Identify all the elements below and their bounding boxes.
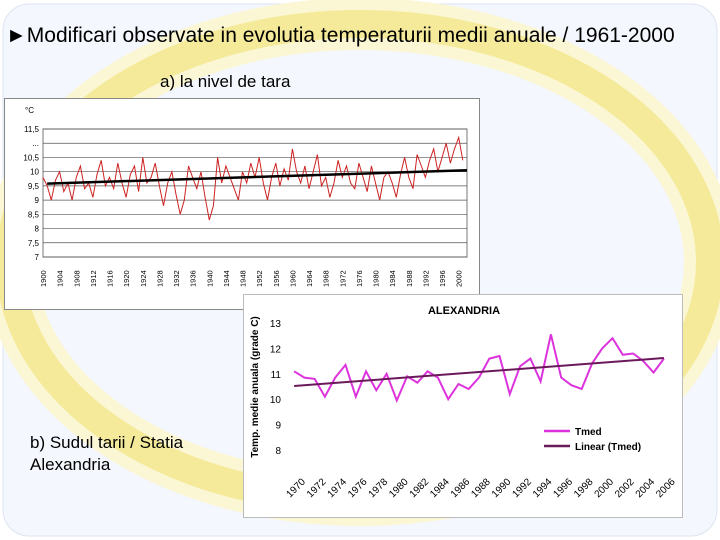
- y-tick-label: 8: [35, 225, 40, 234]
- x-tick-label: 1970: [284, 476, 308, 500]
- x-tick-label: 1932: [172, 270, 181, 287]
- national-temperature-chart: °C 11,5... 10,5 10 9,5 9 8,5 8 7,5 7 1900 1904 1908 1…: [4, 98, 480, 310]
- y-axis-label: Temp. medie anuala (grade C): [250, 316, 261, 458]
- y-axis-unit-label: °C: [25, 106, 34, 115]
- x-tick-label: 1944: [222, 270, 231, 287]
- x-tick-label: 2004: [634, 476, 658, 500]
- x-tick-label: 1998: [572, 476, 596, 500]
- series-line-tmed: [293, 334, 665, 404]
- y-tick-label: 8: [275, 446, 281, 457]
- y-tick-label: 10: [30, 168, 39, 177]
- y-tick-label: 12: [270, 344, 282, 355]
- x-tick-label: 1948: [239, 270, 248, 287]
- series-line-trend: [47, 168, 468, 185]
- chart-title: ALEXANDRIA: [428, 305, 500, 317]
- x-tick-label: 1992: [510, 476, 534, 500]
- x-tick-label: 1904: [56, 270, 65, 287]
- x-tick-label: 1994: [531, 476, 555, 500]
- x-tick-label: 2000: [455, 270, 464, 287]
- x-tick-label: 1952: [255, 270, 264, 287]
- x-tick-label: 1908: [72, 270, 81, 287]
- x-tick-label: 1956: [272, 270, 281, 287]
- x-tick-label: 1964: [305, 270, 314, 287]
- x-tick-label: 1996: [438, 270, 447, 287]
- subtitle-national-level: a) la nivel de tara: [160, 72, 291, 91]
- subtitle-south-line2: Alexandria: [30, 455, 111, 474]
- x-tick-label: 1984: [388, 270, 397, 287]
- x-tick-label: 1924: [139, 270, 148, 287]
- x-tick-label: 2002: [613, 476, 637, 500]
- y-tick-label: 11,5: [24, 125, 40, 134]
- x-tick-label: 1986: [449, 476, 473, 500]
- alexandria-temperature-chart: ALEXANDRIA 13 12 11 10 9 8 Temp. medie anuala (…: [243, 294, 683, 518]
- x-tick-label: 1912: [89, 270, 98, 287]
- x-tick-label: 1992: [421, 270, 430, 287]
- slide-title: ►Modificari observate in evolutia temper…: [6, 24, 675, 47]
- x-tick-label: 1972: [338, 270, 347, 287]
- y-tick-label: 8,5: [28, 210, 40, 219]
- y-tick-label: 7,5: [28, 239, 40, 248]
- alexandria-temperature-chart-svg: ALEXANDRIA 13 12 11 10 9 8 Temp. medie anuala (…: [250, 305, 678, 500]
- y-tick-label: 10: [270, 395, 282, 406]
- x-tick-label: 1980: [372, 270, 381, 287]
- x-tick-label: 1976: [346, 476, 370, 500]
- x-tick-label: 1976: [355, 270, 364, 287]
- legend-label-tmed: Tmed: [575, 427, 602, 438]
- subtitle-south-line1: b) Sudul tarii / Statia: [30, 433, 184, 452]
- y-tick-label: 7: [35, 253, 40, 262]
- legend-label-linear: Linear (Tmed): [575, 442, 641, 453]
- x-tick-label: 1960: [288, 270, 297, 287]
- y-tick-label: 9,5: [28, 182, 40, 191]
- y-tick-label: ...: [32, 139, 39, 148]
- x-tick-label: 1936: [189, 270, 198, 287]
- x-tick-label: 1920: [122, 270, 131, 287]
- x-tick-label: 1988: [405, 270, 414, 287]
- y-tick-label: 9: [275, 421, 281, 432]
- y-tick-label: 10,5: [23, 153, 39, 162]
- subtitle-south-station: b) Sudul tarii / Statia Alexandria: [30, 432, 230, 476]
- y-tick-label: 11: [271, 370, 282, 381]
- x-tick-label: 1968: [322, 270, 331, 287]
- y-tick-label: 9: [35, 196, 40, 205]
- x-tick-label: 1980: [387, 476, 411, 500]
- x-tick-label: 1974: [326, 476, 350, 500]
- x-tick-label: 1982: [408, 476, 432, 500]
- national-temperature-chart-svg: °C 11,5... 10,5 10 9,5 9 8,5 8 7,5 7 1900 1904 1908 1…: [23, 106, 468, 287]
- x-tick-label: 2000: [593, 476, 617, 500]
- x-tick-label: 1900: [39, 270, 48, 287]
- x-tick-label: 1990: [490, 476, 514, 500]
- x-tick-label: 1972: [305, 476, 329, 500]
- x-tick-label: 1988: [469, 476, 493, 500]
- series-line-annual-temperature: [42, 135, 464, 221]
- x-tick-label: 1916: [106, 270, 115, 287]
- series-line-linear-trend: [294, 357, 664, 387]
- x-tick-label: 2006: [654, 476, 678, 500]
- y-tick-label: 13: [270, 319, 282, 330]
- x-tick-label: 1978: [367, 476, 391, 500]
- plot-area: [42, 128, 468, 258]
- x-tick-label: 1940: [205, 270, 214, 287]
- x-tick-label: 1984: [428, 476, 452, 500]
- x-tick-label: 1996: [552, 476, 576, 500]
- x-tick-label: 1928: [155, 270, 164, 287]
